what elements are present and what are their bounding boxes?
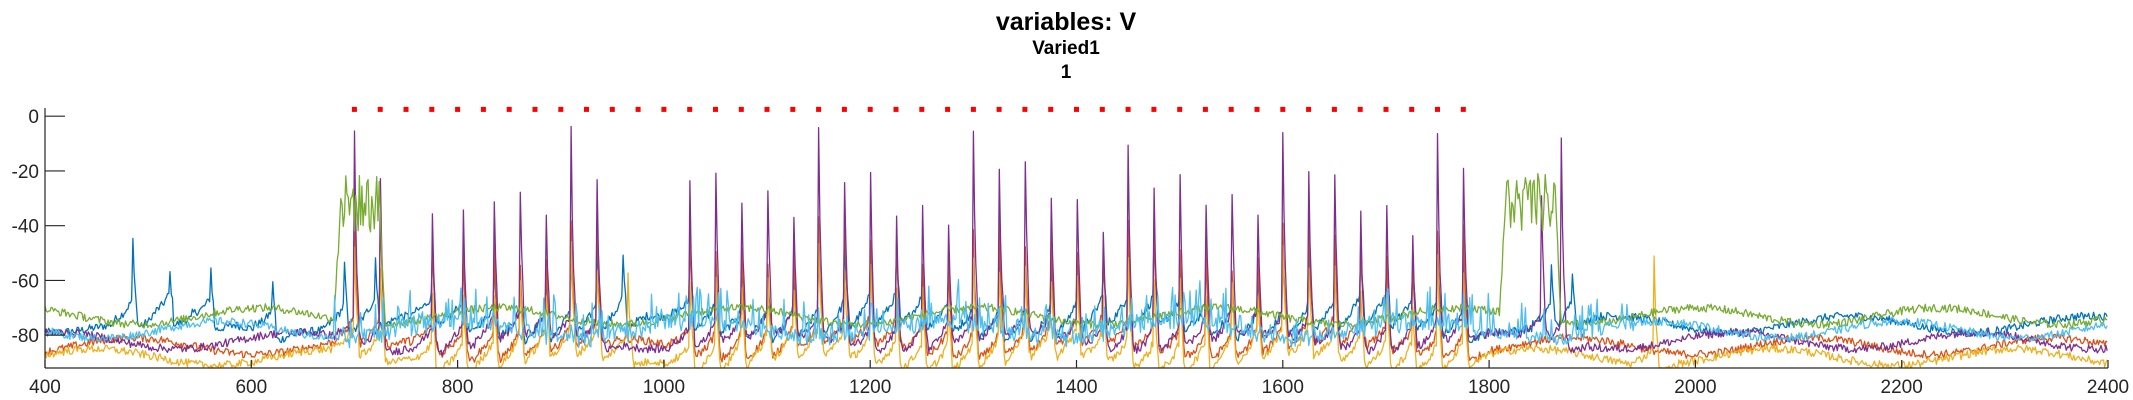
x-tick-label-2200: 2200 — [1881, 377, 1923, 398]
marker-point-1 — [351, 106, 357, 112]
marker-point-29 — [1074, 106, 1079, 112]
y-tick-label--20: -20 — [12, 162, 39, 183]
y-axis: 0 -20 -40 -60 -80 — [12, 107, 65, 368]
marker-point-13 — [661, 106, 667, 112]
marker-point-37 — [1280, 106, 1286, 112]
marker-point-27 — [1022, 106, 1028, 112]
marker-point-44 — [1460, 106, 1466, 112]
marker-point-4 — [429, 106, 435, 112]
marker-point-16 — [738, 106, 744, 112]
marker-point-22 — [893, 106, 899, 112]
marker-point-28 — [1048, 106, 1054, 112]
x-axis: 400 600 800 1000 1200 1400 1600 1800 2000 2200 240… — [29, 360, 2129, 398]
marker-point-20 — [841, 106, 847, 112]
series-line-3 — [44, 241, 2108, 369]
marker-point-14 — [687, 106, 693, 112]
marker-point-21 — [867, 106, 873, 112]
marker-point-32 — [1151, 106, 1157, 112]
x-tick-label-1400: 1400 — [1055, 377, 1097, 398]
x-tick-label-600: 600 — [235, 377, 267, 398]
marker-point-43 — [1435, 106, 1440, 112]
series-line-5 — [44, 173, 2108, 329]
marker-point-25 — [970, 106, 976, 112]
marker-point-31 — [1125, 106, 1131, 112]
marker-point-11 — [609, 106, 615, 112]
marker-point-6 — [480, 106, 486, 112]
y-tick-label--40: -40 — [12, 217, 39, 238]
x-tick-label-800: 800 — [442, 377, 474, 398]
x-tick-label-400: 400 — [29, 377, 61, 398]
marker-point-8 — [532, 106, 538, 112]
chart-subtitle: Varied1 — [1032, 38, 1100, 59]
x-tick-label-1200: 1200 — [849, 377, 891, 398]
y-tick-label-0: 0 — [28, 107, 39, 128]
marker-point-34 — [1202, 106, 1208, 112]
marker-point-40 — [1357, 106, 1363, 112]
marker-point-39 — [1331, 106, 1337, 112]
marker-point-24 — [945, 106, 951, 112]
marker-point-12 — [635, 106, 641, 112]
marker-point-2 — [377, 106, 383, 112]
y-tick-label--60: -60 — [12, 271, 39, 292]
marker-point-19 — [816, 106, 822, 112]
marker-point-33 — [1177, 106, 1183, 112]
series-line-4 — [44, 125, 2108, 357]
marker-point-3 — [403, 106, 409, 112]
marker-point-35 — [1228, 106, 1234, 112]
marker-point-38 — [1306, 106, 1312, 112]
marker-point-23 — [919, 106, 925, 112]
marker-point-7 — [506, 106, 512, 112]
x-tick-label-1800: 1800 — [1468, 377, 1510, 398]
x-tick-label-1000: 1000 — [643, 377, 685, 398]
series-line-6 — [44, 278, 2108, 349]
marker-point-18 — [790, 106, 796, 112]
chart-title: variables: V — [996, 8, 1137, 36]
x-tick-label-2400: 2400 — [2087, 377, 2129, 398]
marker-point-10 — [584, 106, 589, 112]
marker-point-17 — [764, 106, 770, 112]
marker-point-36 — [1254, 106, 1260, 112]
chart-subtitle-2: 1 — [1061, 62, 1072, 83]
marker-point-26 — [996, 106, 1002, 112]
marker-point-15 — [713, 106, 718, 112]
marker-point-30 — [1099, 106, 1105, 112]
marker-point-41 — [1383, 106, 1389, 112]
plot-area — [44, 106, 2108, 369]
marker-point-9 — [558, 106, 564, 112]
marker-point-42 — [1409, 106, 1415, 112]
marker-point-5 — [455, 106, 461, 112]
x-tick-label-1600: 1600 — [1262, 377, 1304, 398]
y-tick-label--80: -80 — [12, 326, 39, 347]
x-tick-label-2000: 2000 — [1674, 377, 1716, 398]
